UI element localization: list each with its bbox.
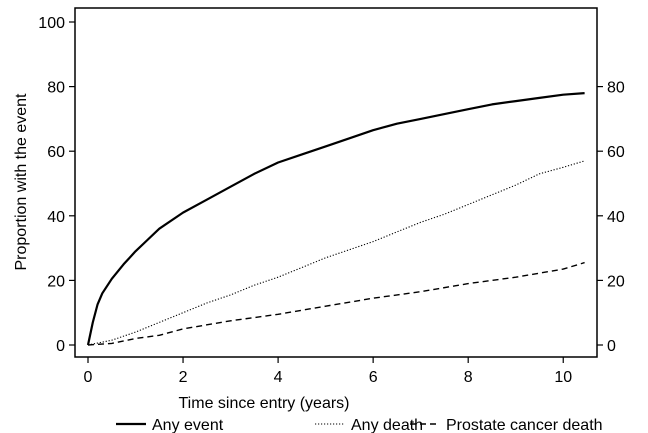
y-tick-label-right: 80: [607, 80, 625, 97]
series-layer: [86, 92, 585, 346]
x-tick-label: 4: [274, 369, 283, 386]
x-tick-label: 6: [369, 369, 378, 386]
y-tick-label-left: 20: [47, 273, 65, 290]
y-tick-label-left: 0: [56, 338, 65, 355]
y-tick-label-right: 60: [607, 144, 625, 161]
y-tick-label-left: 40: [47, 209, 65, 226]
x-axis-title: Time since entry (years): [179, 395, 350, 412]
legend: Any event Any death Prostate cancer death: [116, 417, 603, 433]
y-axis-title: Proportion with the event: [13, 93, 30, 271]
series-line-1: [86, 92, 585, 346]
y-tick-label-left: 80: [47, 80, 65, 97]
y-tick-label-right: 40: [607, 209, 625, 226]
y-tick-label-right: 20: [607, 273, 625, 290]
y-axis-right: 0 20 40 60 80: [597, 80, 625, 355]
legend-label: Any death: [351, 417, 423, 433]
x-tick-label: 10: [554, 369, 572, 386]
y-tick-label-left: 100: [38, 15, 65, 32]
y-axis-left: 0 20 40 60 80 100: [38, 15, 75, 355]
series-line-3: [87, 261, 585, 346]
y-tick-label-left: 60: [47, 144, 65, 161]
plot-frame: [74, 7, 598, 358]
x-tick-label: 8: [464, 369, 473, 386]
legend-label: Any event: [152, 417, 224, 433]
y-tick-label-right: 0: [607, 338, 616, 355]
series-line-2: [87, 160, 585, 346]
x-tick-label: 2: [179, 369, 188, 386]
x-axis: 0 2 4 6 8 10: [84, 357, 572, 386]
legend-label: Prostate cancer death: [446, 417, 603, 433]
x-tick-label: 0: [84, 369, 93, 386]
